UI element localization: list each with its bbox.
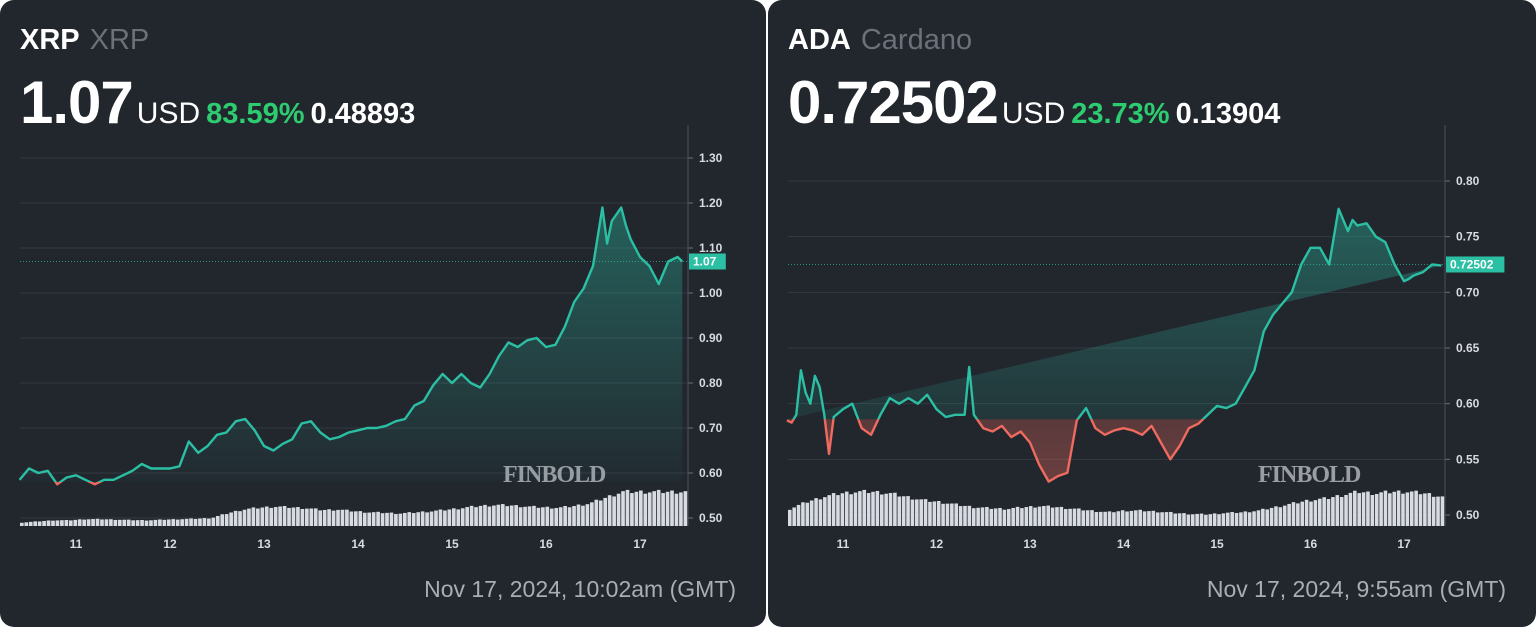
svg-text:1.30: 1.30	[699, 151, 723, 165]
svg-text:0.70: 0.70	[1456, 285, 1480, 299]
change-percent: 83.59%	[206, 98, 305, 130]
svg-text:0.65: 0.65	[1456, 341, 1480, 355]
xrp-price-chart[interactable]: 1.301.201.101.000.900.800.700.600.50FINB…	[0, 0, 766, 627]
finbold-watermark: FINBOLD	[1258, 462, 1361, 488]
svg-text:15: 15	[445, 537, 459, 551]
xrp-price-row: 1.07 USD 83.59% 0.48893	[20, 68, 415, 137]
asset-name: XRP	[89, 24, 150, 56]
svg-text:0.70: 0.70	[699, 421, 723, 435]
last-price-label	[1446, 256, 1505, 273]
svg-text:0.50: 0.50	[1456, 508, 1480, 522]
svg-text:0.55: 0.55	[1456, 452, 1480, 466]
svg-text:1.07: 1.07	[693, 255, 717, 269]
xrp-chart-panel: XRP XRP 1.07 USD 83.59% 0.48893 1.30 1.20 1.10…	[0, 0, 766, 627]
svg-text:17: 17	[633, 537, 647, 551]
svg-text:0.60: 0.60	[699, 466, 723, 480]
svg-text:15: 15	[1210, 537, 1224, 551]
symbol: XRP	[20, 24, 80, 56]
svg-text:0.80: 0.80	[1456, 174, 1480, 188]
price-line-up	[792, 207, 1442, 420]
svg-text:12: 12	[930, 537, 944, 551]
svg-text:14: 14	[1117, 537, 1131, 551]
currency: USD	[1001, 97, 1066, 130]
ada-price-chart[interactable]: 0.80 0.75 0.70 0.65 0.60 0.55 0.50 FINBOLD 0.725…	[768, 0, 1536, 627]
svg-text:12: 12	[163, 537, 177, 551]
currency: USD	[136, 97, 201, 130]
svg-text:0.72502: 0.72502	[1450, 257, 1494, 271]
svg-text:0.90: 0.90	[699, 331, 723, 345]
ada-price-row: 0.72502 USD 23.73% 0.13904	[788, 68, 1280, 137]
change-absolute: 0.13904	[1175, 98, 1281, 130]
price: 1.07	[20, 69, 134, 136]
svg-text:0.50: 0.50	[699, 511, 723, 525]
svg-text:1.20: 1.20	[699, 196, 723, 210]
svg-text:14: 14	[351, 537, 365, 551]
last-price-label	[689, 253, 726, 270]
svg-text:13: 13	[257, 537, 271, 551]
svg-text:16: 16	[539, 537, 553, 551]
svg-text:0.75: 0.75	[1456, 230, 1480, 244]
change-percent: 23.73%	[1071, 98, 1170, 130]
svg-text:0.60: 0.60	[1456, 397, 1480, 411]
xrp-header: XRP XRP	[20, 24, 149, 57]
svg-text:16: 16	[1304, 537, 1318, 551]
price-line-up	[18, 206, 684, 482]
svg-text:13: 13	[1023, 537, 1037, 551]
svg-text:1.10: 1.10	[699, 241, 723, 255]
asset-name: Cardano	[860, 24, 973, 56]
svg-text:0.80: 0.80	[699, 376, 723, 390]
ada-header: ADA Cardano	[788, 24, 972, 57]
change-absolute: 0.48893	[310, 98, 416, 130]
svg-text:17: 17	[1397, 537, 1411, 551]
symbol: ADA	[788, 24, 851, 56]
svg-text:1.00: 1.00	[699, 286, 723, 300]
ada-chart-panel: ADA Cardano 0.72502 USD 23.73% 0.13904 0.80 0…	[768, 0, 1536, 627]
svg-text:11: 11	[837, 537, 850, 551]
svg-text:11: 11	[70, 537, 83, 551]
timestamp: Nov 17, 2024, 10:02am (GMT)	[424, 576, 736, 602]
timestamp: Nov 17, 2024, 9:55am (GMT)	[1206, 576, 1506, 602]
price-line-down	[786, 419, 1205, 483]
price: 0.72502	[788, 69, 999, 136]
